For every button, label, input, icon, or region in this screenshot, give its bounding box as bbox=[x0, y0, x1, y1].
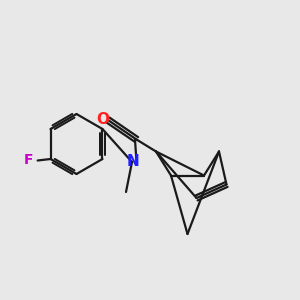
Text: O: O bbox=[96, 112, 109, 127]
Text: N: N bbox=[126, 154, 139, 169]
Text: F: F bbox=[24, 154, 33, 167]
